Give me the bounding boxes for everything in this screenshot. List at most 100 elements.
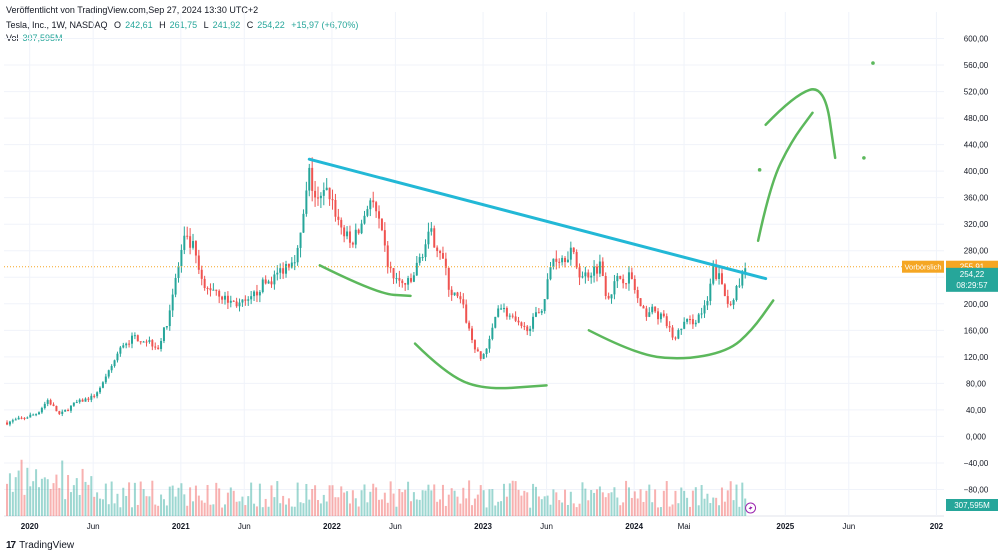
- candle-body: [8, 421, 11, 425]
- candle-body: [168, 310, 171, 327]
- volume-bar: [482, 490, 485, 516]
- volume-bar: [444, 505, 447, 516]
- change-value: +15,97 (+6,70%): [291, 20, 359, 30]
- candle-body: [311, 167, 314, 191]
- volume-bar: [322, 494, 325, 516]
- header-line-2: Tesla, Inc., 1W, NASDAQ O 242,61 H 261,75 …: [6, 20, 362, 30]
- candle-body: [630, 272, 633, 279]
- volume-bar: [715, 497, 718, 516]
- candle-body: [427, 231, 430, 245]
- volume-bar: [575, 507, 578, 516]
- volume-bar: [392, 493, 395, 516]
- volume-bar: [279, 503, 282, 516]
- candle-body: [688, 319, 691, 321]
- drawings[interactable]: [4, 61, 944, 390]
- candle-body: [566, 259, 569, 263]
- volume-bar: [558, 500, 561, 516]
- x-tick-label: Jun: [389, 522, 402, 531]
- candle-body: [412, 275, 415, 282]
- volume-bar: [401, 492, 404, 516]
- volume-bar: [247, 496, 250, 516]
- volume-bar: [261, 507, 264, 516]
- volume-bar: [651, 502, 654, 516]
- volume-bar: [136, 504, 139, 516]
- candle-body: [575, 252, 578, 268]
- candle-body: [662, 313, 665, 317]
- candle-body: [215, 289, 218, 291]
- volume-bar: [479, 485, 482, 516]
- candle-body: [561, 257, 564, 263]
- candle-body: [35, 414, 38, 416]
- candle-body: [328, 187, 331, 200]
- x-tick-label: 2024: [625, 522, 643, 531]
- volume-bar: [654, 489, 657, 516]
- volume-bar: [171, 485, 174, 516]
- candle-body: [197, 255, 200, 270]
- candle-body: [52, 404, 55, 406]
- candle-body: [273, 274, 276, 285]
- candle-body: [363, 215, 366, 224]
- volume-bar: [223, 504, 226, 516]
- candle-body: [139, 341, 142, 343]
- volume-bar: [581, 482, 584, 516]
- candle-body: [700, 313, 703, 315]
- candle-body: [686, 319, 689, 322]
- x-tick-label: 202: [930, 522, 944, 531]
- volume-bar: [20, 459, 23, 516]
- candle-body: [691, 319, 694, 325]
- candle-body: [81, 399, 84, 402]
- candle-body: [741, 273, 744, 286]
- volume-bar: [334, 497, 337, 516]
- volume-bar: [497, 501, 500, 516]
- countdown-label: 08:29:57: [956, 281, 988, 290]
- candle-body: [569, 247, 572, 260]
- volume-bar: [468, 480, 471, 516]
- prev-close-label-bg: [902, 260, 944, 273]
- volume-tag-label: 307,595M: [954, 501, 990, 510]
- volume-bar: [75, 478, 78, 516]
- prev-close-label: Vorbörslich: [904, 263, 941, 272]
- volume-bar: [398, 488, 401, 516]
- symbol-title[interactable]: Tesla, Inc., 1W, NASDAQ: [6, 20, 108, 30]
- volume-bar: [258, 483, 261, 516]
- volume-bar: [619, 505, 622, 516]
- volume-bar: [494, 505, 497, 516]
- candle-body: [151, 340, 154, 347]
- close-label: C: [246, 20, 254, 30]
- volume-bar: [142, 489, 145, 516]
- candle-body: [712, 266, 715, 284]
- volume-bar: [404, 489, 407, 516]
- volume-bar: [485, 507, 488, 516]
- candle-body: [55, 405, 58, 412]
- volume-bar: [314, 485, 317, 516]
- candle-body: [651, 306, 654, 313]
- candle-body: [517, 320, 520, 323]
- candle-body: [160, 341, 163, 349]
- volume-bar: [270, 485, 273, 516]
- volume-bar: [427, 484, 430, 516]
- drawing-dot: [871, 61, 875, 65]
- volume-bar: [119, 507, 122, 516]
- volume-bar: [125, 495, 128, 516]
- candle-body: [340, 219, 343, 228]
- candle-body: [549, 267, 552, 280]
- volume-value: 307,595M: [22, 33, 63, 43]
- x-axis[interactable]: 2020 Jun 2021 Jun 2022 Jun 2023 Jun 2024 Mai 2025 J…: [21, 522, 944, 531]
- candle-body: [171, 294, 174, 311]
- candle-body: [450, 289, 453, 296]
- candle-body: [665, 316, 668, 327]
- lightning-icon-glyph: [748, 505, 753, 511]
- candle-body: [523, 325, 526, 327]
- open-value: 242,61: [125, 20, 153, 30]
- volume-bar: [186, 505, 189, 516]
- candle-body: [433, 228, 436, 248]
- volume-bar: [418, 499, 421, 516]
- candle-body: [703, 305, 706, 314]
- candle-body: [404, 283, 407, 285]
- header-line-3: Vol 307,595M: [6, 33, 67, 43]
- candle-body: [23, 417, 26, 419]
- candle-body: [378, 211, 381, 219]
- volume-bar: [221, 507, 224, 516]
- candle-body: [104, 376, 107, 383]
